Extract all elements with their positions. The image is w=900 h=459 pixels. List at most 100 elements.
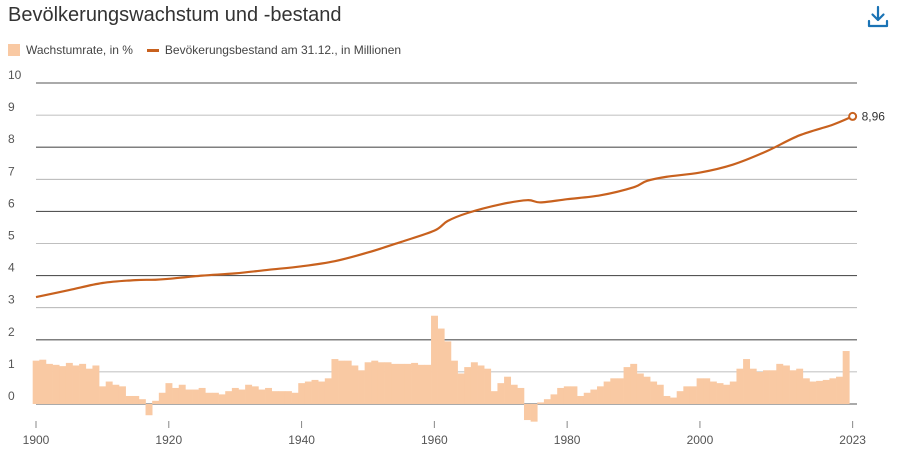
growth-bar [92, 365, 100, 404]
growth-bar [630, 363, 638, 404]
growth-bar [729, 381, 737, 404]
legend-label-growth: Wachstumrate, in % [26, 43, 133, 57]
y-tick-label: 8 [8, 132, 15, 146]
y-tick-label: 0 [8, 389, 15, 403]
y-tick-label: 4 [8, 261, 15, 275]
growth-bar [643, 376, 651, 404]
growth-bar [397, 363, 405, 404]
legend-label-population: Bevökerungsbestand am 31.12., in Million… [164, 43, 402, 57]
growth-bar [79, 363, 87, 404]
growth-bar [537, 402, 545, 404]
legend-item-growth[interactable]: Wachstumrate, in % [8, 43, 133, 57]
growth-bar [716, 383, 724, 404]
growth-bar [756, 371, 764, 404]
growth-bar [298, 383, 306, 404]
growth-bar [172, 387, 180, 404]
growth-bar [789, 370, 797, 404]
growth-bar [616, 378, 624, 404]
growth-bar [231, 387, 239, 404]
growth-bar [338, 360, 346, 404]
growth-bar [656, 384, 664, 404]
growth-bar [371, 360, 379, 404]
growth-bar [510, 384, 518, 404]
growth-bar [358, 370, 365, 404]
growth-bar [829, 378, 837, 404]
growth-bar [125, 395, 133, 404]
growth-bar [530, 404, 538, 422]
growth-bar [417, 364, 425, 404]
growth-bar [99, 386, 107, 404]
growth-bar [776, 363, 784, 404]
growth-bar [802, 378, 810, 404]
growth-bar [65, 362, 73, 404]
y-tick-label: 9 [8, 100, 15, 114]
growth-bar [132, 395, 140, 404]
growth-bar [318, 381, 326, 404]
growth-bar [550, 394, 558, 404]
grid-lines [36, 82, 857, 405]
download-icon[interactable] [866, 4, 890, 30]
growth-bar [809, 381, 817, 404]
growth-bar [464, 367, 472, 404]
population-line [35, 115, 854, 299]
growth-bar [265, 387, 272, 404]
population-line-group: 8,96 [35, 109, 886, 299]
x-tick-label: 1960 [421, 433, 448, 447]
legend-item-population[interactable]: Bevökerungsbestand am 31.12., in Million… [146, 43, 402, 57]
growth-bar [484, 368, 492, 404]
x-tick-label: 2023 [839, 433, 866, 447]
growth-bar [796, 368, 804, 404]
growth-bar [331, 359, 339, 404]
growth-bar [470, 362, 478, 404]
growth-bar [497, 383, 505, 404]
growth-bar [424, 364, 432, 404]
growth-bar [703, 378, 711, 404]
growth-bar [72, 365, 80, 404]
growth-bar [32, 360, 40, 404]
growth-bar [178, 384, 186, 404]
growth-bar [477, 365, 485, 404]
growth-bar [689, 386, 697, 404]
growth-bar [603, 381, 611, 404]
growth-bar [152, 400, 160, 404]
end-point-marker [848, 111, 858, 121]
growth-bar [763, 370, 770, 404]
end-value-label: 8,96 [862, 109, 886, 123]
growth-bar [138, 399, 146, 404]
x-tick-label: 1900 [23, 433, 50, 447]
growth-bar [670, 397, 677, 404]
growth-bar [457, 373, 465, 404]
growth-bar [836, 376, 843, 404]
growth-bar [271, 391, 279, 404]
growth-bar [610, 378, 618, 404]
growth-bar [324, 378, 332, 404]
growth-bar [676, 391, 684, 404]
growth-bar [590, 389, 598, 404]
x-tick-label: 1980 [554, 433, 581, 447]
growth-bar [709, 381, 717, 404]
growth-bars [32, 315, 850, 422]
growth-bar [344, 360, 352, 404]
y-tick-label: 7 [8, 164, 15, 178]
growth-bar [304, 381, 312, 404]
growth-bar [650, 381, 658, 404]
growth-bar [749, 368, 757, 404]
growth-bar [543, 399, 551, 404]
chart-title: Bevölkerungswachstum und -bestand [8, 4, 342, 26]
growth-bar [112, 384, 120, 404]
growth-bar [45, 363, 53, 404]
x-tick-label: 2000 [687, 433, 714, 447]
growth-bar [683, 386, 691, 404]
growth-bar [52, 364, 60, 404]
growth-bar [636, 373, 644, 404]
growth-bar [577, 395, 585, 404]
growth-bar [490, 391, 498, 404]
growth-bar [39, 359, 47, 404]
growth-bar [225, 391, 233, 404]
growth-bar [278, 391, 286, 404]
growth-bar [583, 392, 591, 404]
y-tick-label: 3 [8, 293, 15, 307]
growth-bar [696, 378, 704, 404]
growth-bar [377, 362, 385, 404]
